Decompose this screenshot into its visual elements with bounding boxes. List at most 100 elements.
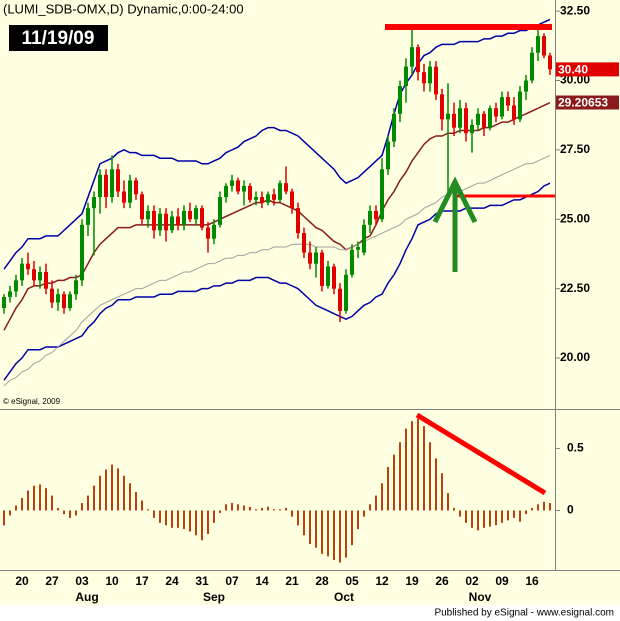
bar: [165, 510, 167, 526]
candle-body: [218, 197, 222, 225]
bar: [39, 484, 41, 511]
price-box: [556, 95, 619, 110]
candle-body: [80, 224, 84, 281]
bar: [531, 507, 533, 511]
candle-body: [182, 210, 186, 225]
candle-body: [20, 263, 24, 281]
candle-body: [380, 169, 384, 220]
candle-body: [110, 169, 114, 198]
bar: [279, 509, 281, 511]
candle-body: [440, 94, 444, 120]
x-tick-label: 10: [105, 574, 119, 588]
bar: [123, 475, 125, 511]
bar: [297, 510, 299, 526]
candle-body: [368, 210, 372, 225]
bar: [381, 483, 383, 511]
candle-body: [308, 252, 312, 264]
y-tick-label: 0.5: [567, 441, 584, 455]
x-tick-label: 03: [75, 574, 89, 588]
bar: [105, 469, 107, 511]
candle-body: [416, 47, 420, 73]
candle-body: [488, 108, 492, 128]
bar: [549, 503, 551, 511]
candle-body: [254, 197, 258, 200]
candle-body: [284, 183, 288, 192]
candle-body: [350, 249, 354, 275]
bar: [267, 506, 269, 511]
bar: [405, 428, 407, 511]
bar: [387, 467, 389, 511]
bar: [9, 510, 11, 516]
candle-body: [458, 108, 462, 128]
bar: [303, 510, 305, 536]
candle-body: [158, 213, 162, 231]
bar: [177, 510, 179, 528]
candle-body: [446, 113, 450, 120]
x-tick-label: 26: [435, 574, 449, 588]
y-tick-label: 20.00: [560, 350, 590, 364]
bar: [375, 495, 377, 511]
candle-body: [62, 294, 66, 309]
bar: [195, 510, 197, 536]
candle-body: [428, 66, 432, 84]
candle-body: [512, 105, 516, 120]
bar: [327, 510, 329, 557]
bar: [423, 426, 425, 511]
candle-body: [134, 180, 138, 195]
bar: [435, 458, 437, 511]
candle-body: [26, 263, 30, 270]
candle-body: [230, 180, 234, 186]
candle-body: [386, 141, 390, 170]
x-tick-label: 21: [285, 574, 299, 588]
bar: [507, 510, 509, 521]
candle-body: [296, 208, 300, 234]
candle-body: [278, 183, 282, 200]
bar: [81, 503, 83, 511]
candle-body: [326, 266, 330, 286]
month-label: Nov: [469, 590, 492, 604]
bar: [87, 495, 89, 511]
candle-body: [464, 108, 468, 134]
y-tick-label: 32.50: [560, 3, 590, 17]
candle-body: [44, 272, 48, 289]
y-tick-label: 22.50: [560, 281, 590, 295]
candle-body: [224, 185, 228, 198]
bar: [477, 510, 479, 531]
candle-body: [506, 97, 510, 106]
candle-body: [374, 210, 378, 220]
bar: [309, 510, 311, 544]
bar: [255, 509, 257, 511]
candle-body: [260, 197, 264, 203]
candle-body: [104, 174, 108, 198]
bar: [483, 510, 485, 528]
price-label: 30.40: [558, 63, 588, 77]
bar: [201, 510, 203, 541]
bar: [171, 510, 173, 528]
bar: [147, 509, 149, 511]
price-label: 29.20653: [558, 96, 608, 110]
x-tick-label: 09: [495, 574, 509, 588]
candle-body: [206, 227, 210, 239]
bar: [285, 507, 287, 511]
bar: [21, 498, 23, 511]
candle-body: [56, 294, 60, 303]
candle-body: [128, 180, 132, 203]
overlay-line: [3, 18, 551, 270]
x-tick-label: 12: [375, 574, 389, 588]
annotation-line: [415, 412, 547, 496]
x-tick-label: 28: [315, 574, 329, 588]
bar: [75, 510, 77, 516]
candle-body: [32, 269, 36, 281]
bar: [537, 504, 539, 511]
candle-body: [176, 216, 180, 225]
bar: [453, 507, 455, 511]
credit: © eSignal, 2009: [3, 397, 61, 406]
bar: [117, 468, 119, 511]
bar: [471, 510, 473, 528]
bar: [27, 490, 29, 511]
y-tick-label: 27.50: [560, 142, 590, 156]
candle-body: [404, 66, 408, 87]
bar: [189, 510, 191, 532]
bar: [219, 510, 221, 513]
